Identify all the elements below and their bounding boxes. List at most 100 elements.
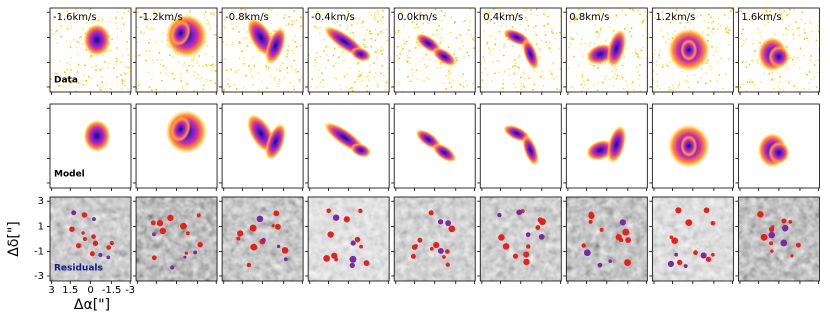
speckle	[126, 66, 129, 69]
speckle	[419, 11, 422, 13]
residual-spot	[538, 233, 545, 240]
speckle	[294, 35, 296, 37]
speckle	[253, 66, 256, 68]
speckle	[754, 50, 757, 53]
speckle	[703, 19, 706, 22]
residual-spot	[599, 227, 604, 232]
speckle	[338, 46, 340, 49]
speckle	[343, 75, 346, 78]
speckle	[539, 75, 542, 78]
speckle	[137, 41, 139, 43]
speckle	[796, 27, 798, 30]
speckle	[668, 61, 671, 63]
speckle	[397, 46, 399, 48]
speckle	[537, 55, 540, 58]
speckle	[801, 11, 804, 14]
speckle	[705, 82, 707, 85]
panel	[219, 196, 304, 284]
speckle	[707, 27, 710, 29]
speckle	[186, 68, 188, 71]
speckle	[818, 26, 820, 29]
speckle	[462, 21, 465, 23]
residual-spot	[106, 245, 111, 250]
emission	[83, 23, 111, 57]
residual-spot	[675, 207, 682, 214]
speckle	[265, 67, 268, 69]
speckle	[107, 66, 109, 69]
speckle	[83, 15, 86, 18]
speckle	[286, 53, 289, 55]
residual-spot	[274, 223, 281, 230]
speckle	[728, 28, 730, 31]
speckle	[662, 35, 665, 37]
speckle	[541, 70, 544, 73]
speckle	[535, 8, 538, 10]
speckle	[210, 12, 212, 15]
speckle	[467, 54, 470, 57]
speckle	[340, 88, 342, 91]
speckle	[656, 80, 658, 83]
haze	[50, 197, 131, 281]
speckle	[637, 71, 639, 73]
residual-spot	[442, 255, 446, 259]
speckle	[202, 88, 205, 91]
speckle	[526, 19, 529, 22]
residual-spot	[246, 262, 252, 268]
speckle	[635, 48, 637, 51]
speckle	[85, 81, 88, 83]
speckle	[593, 64, 595, 67]
speckle	[654, 17, 656, 19]
panel	[649, 196, 734, 284]
speckle	[817, 24, 819, 27]
speckle	[502, 78, 505, 81]
speckle	[533, 26, 535, 29]
speckle	[583, 14, 585, 17]
speckle	[487, 48, 490, 50]
speckle	[665, 63, 668, 66]
residual-spot	[271, 224, 275, 228]
x-tick-label: 3	[48, 285, 54, 296]
speckle	[445, 87, 447, 90]
panel	[47, 103, 132, 191]
speckle	[447, 46, 450, 49]
residual-spot	[497, 212, 502, 218]
speckle	[493, 22, 496, 24]
speckle	[117, 11, 119, 14]
speckle	[427, 77, 430, 80]
speckle	[523, 86, 525, 88]
speckle	[570, 37, 572, 39]
speckle	[261, 80, 263, 83]
velocity-label: 1.6km/s	[741, 12, 781, 23]
speckle	[186, 69, 189, 72]
speckle	[740, 10, 742, 13]
speckle	[594, 13, 597, 16]
speckle	[470, 34, 472, 36]
speckle	[643, 19, 645, 21]
residual-spot	[597, 262, 603, 268]
speckle	[320, 26, 322, 29]
speckle	[672, 87, 675, 89]
speckle	[128, 38, 131, 40]
speckle	[238, 42, 241, 44]
speckle	[559, 15, 562, 17]
speckle	[381, 9, 384, 12]
speckle	[615, 68, 618, 71]
speckle	[544, 34, 547, 36]
speckle	[163, 88, 166, 91]
speckle	[171, 11, 173, 14]
speckle	[230, 23, 233, 25]
speckle	[745, 38, 748, 41]
speckle	[669, 21, 672, 24]
speckle	[95, 69, 97, 71]
speckle	[82, 42, 84, 45]
speckle	[746, 19, 748, 21]
speckle	[436, 67, 439, 70]
speckle	[551, 73, 553, 76]
speckle	[63, 14, 66, 17]
speckle	[272, 30, 275, 32]
speckle	[481, 72, 484, 74]
residual-spot	[150, 220, 156, 226]
speckle	[285, 55, 288, 58]
speckle	[449, 72, 452, 74]
speckle	[208, 64, 210, 66]
